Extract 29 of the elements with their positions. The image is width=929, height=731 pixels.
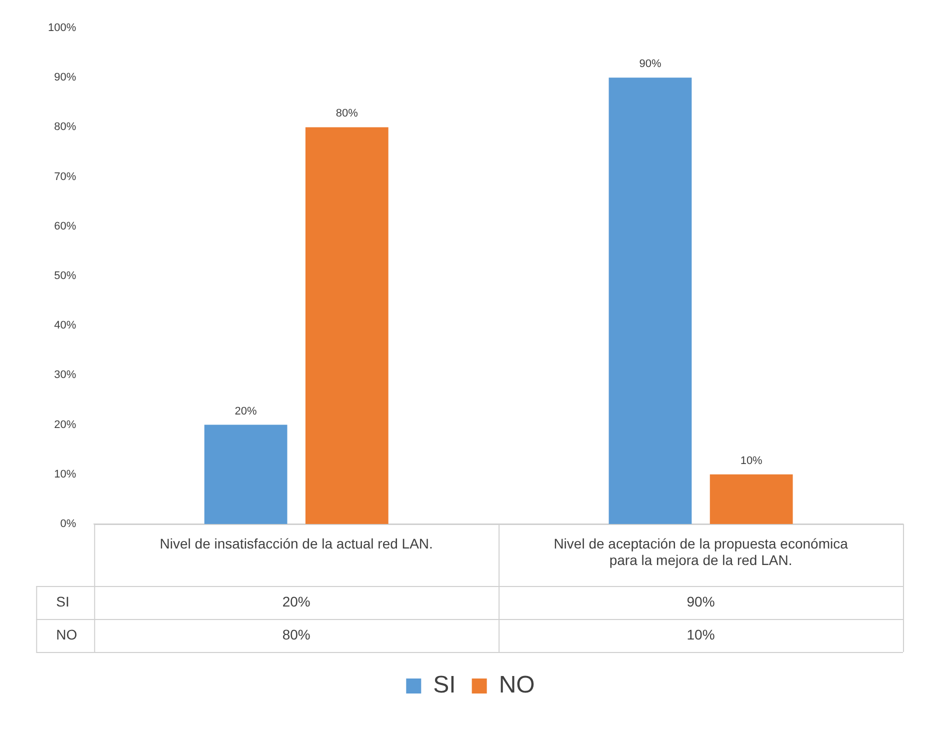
data-label: 80% <box>282 626 310 642</box>
data-label: 20% <box>282 593 310 610</box>
y-tick-label: 40% <box>54 320 76 332</box>
y-tick-label: 0% <box>60 518 76 530</box>
x-tick-label: Nivel de insatisfacción de la actual red LAN. <box>160 535 433 552</box>
data-label: 90% <box>686 593 715 610</box>
text: 90% <box>639 58 662 70</box>
bar <box>204 424 288 524</box>
y-tick-label: 80% <box>54 121 76 134</box>
text: 10% <box>740 454 762 467</box>
y-tick-label: 20% <box>54 418 76 431</box>
text: NO <box>56 626 78 642</box>
y-tick-label: 70% <box>54 170 76 183</box>
y-tick-label: 30% <box>54 369 76 382</box>
y-tick-label: 100% <box>48 22 76 34</box>
legend-label: SI <box>433 672 456 699</box>
text: 80% <box>336 108 358 120</box>
bar <box>710 474 793 524</box>
y-tick-label: 90% <box>54 72 76 84</box>
bar <box>305 127 388 524</box>
y-tick-label: 10% <box>54 468 76 480</box>
text: SI <box>56 593 70 610</box>
data-label: 10% <box>686 626 715 642</box>
legend-label: NO <box>498 672 535 699</box>
y-tick-label: 50% <box>54 270 76 282</box>
x-tick-label: Nivel de aceptación de la propuesta económica para la mejora de la red LAN. <box>554 535 848 568</box>
bar <box>608 78 692 524</box>
text: 20% <box>234 405 257 418</box>
y-tick-label: 60% <box>54 220 76 232</box>
